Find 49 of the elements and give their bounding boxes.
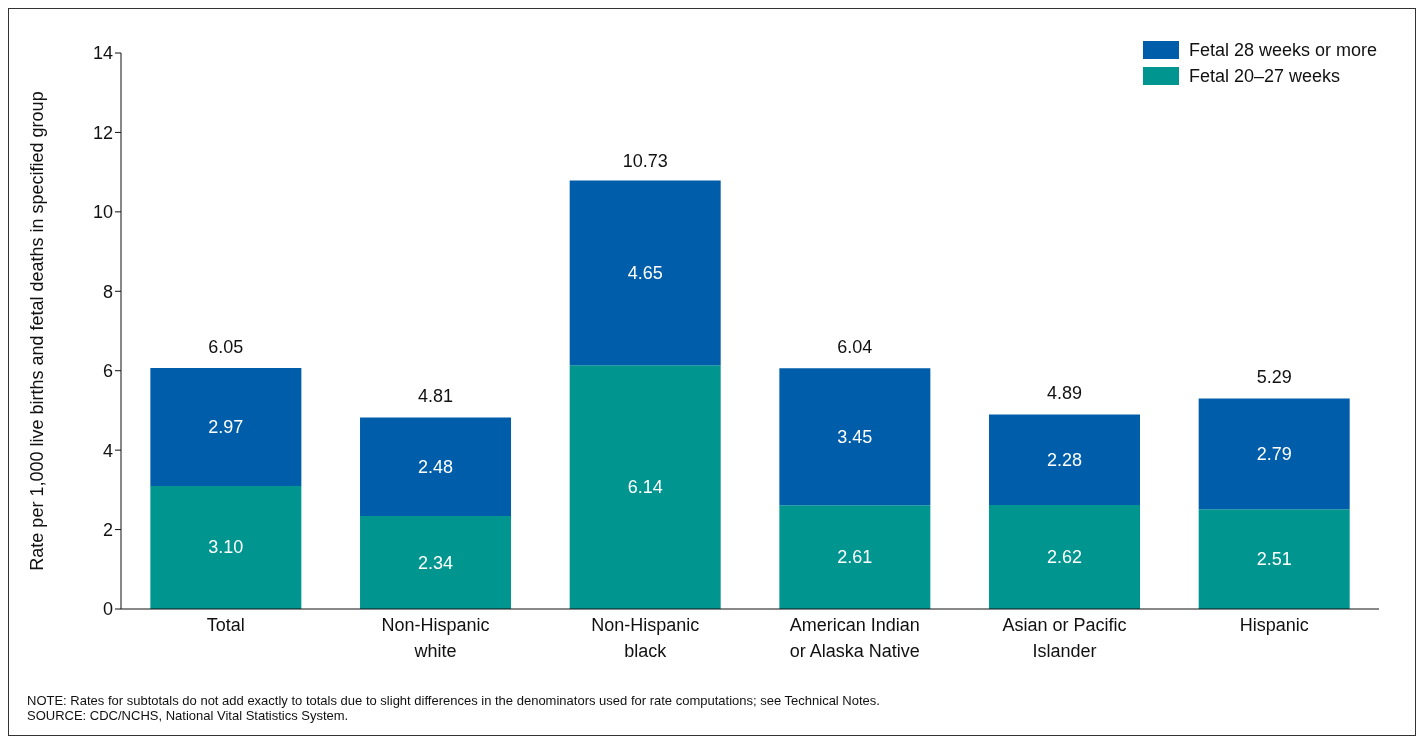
data-label: 2.79 — [1256, 443, 1292, 464]
bar — [779, 505, 931, 609]
y-tick-label: 8 — [102, 281, 113, 302]
annotation: 6.05 — [208, 336, 244, 357]
bar — [779, 368, 931, 506]
y-axis-title: Rate per 1,000 live births and fetal deaths in specified group — [27, 91, 48, 571]
y-tick-label: 6 — [102, 361, 113, 382]
x-tick-label: Non-Hispanic white — [381, 615, 490, 661]
data-label: 2.34 — [418, 552, 454, 573]
annotation: 4.89 — [1046, 382, 1083, 403]
x-tick-label: Asian or Pacific Islander — [1002, 615, 1127, 661]
y-tick-label: 14 — [92, 43, 113, 64]
bar — [989, 414, 1141, 505]
x-tick-label: Hispanic — [1239, 615, 1309, 635]
data-label: 6.14 — [627, 477, 663, 498]
data-label: 2.97 — [208, 416, 244, 437]
data-label: 2.51 — [1256, 549, 1292, 570]
annotation: 10.73 — [622, 150, 668, 171]
annotation: 4.81 — [417, 385, 454, 406]
bar — [989, 504, 1141, 609]
y-tick-label: 10 — [92, 202, 113, 223]
legend-label: Fetal 20–27 weeks — [1188, 65, 1341, 87]
x-tick-label: American Indian or Alaska Native — [789, 615, 920, 661]
y-tick-label: 0 — [102, 599, 113, 620]
data-label: 2.28 — [1047, 449, 1083, 470]
bar — [569, 365, 721, 609]
bar — [569, 180, 721, 366]
bar — [150, 485, 302, 609]
source-note: SOURCE: CDC/NCHS, National Vital Statistics System. — [27, 708, 350, 723]
bar — [360, 417, 512, 517]
data-label: 3.10 — [208, 537, 244, 558]
annotation: 6.04 — [837, 337, 873, 358]
data-label: 2.61 — [837, 547, 873, 568]
y-tick-label: 4 — [102, 440, 113, 461]
y-tick-label: 12 — [92, 122, 113, 143]
legend-label: Fetal 28 weeks or more — [1188, 39, 1377, 61]
y-tick-label: 2 — [102, 519, 113, 540]
data-label: 4.65 — [627, 262, 663, 283]
bar — [360, 516, 512, 609]
x-tick-label: Non-Hispanic black — [591, 615, 700, 661]
bar — [150, 367, 302, 486]
data-label: 2.62 — [1047, 546, 1083, 567]
bar — [1198, 398, 1350, 510]
bar — [1198, 509, 1350, 609]
data-label: 3.45 — [837, 426, 873, 447]
text: NOTE: Rates for subtotals do not add exactly to totals due to slight differences in the denominators used for rate computations; see Technical Notes. — [27, 693, 881, 708]
annotation: 5.29 — [1256, 366, 1292, 387]
x-tick-label: Total — [206, 615, 245, 635]
data-label: 2.48 — [418, 456, 454, 477]
